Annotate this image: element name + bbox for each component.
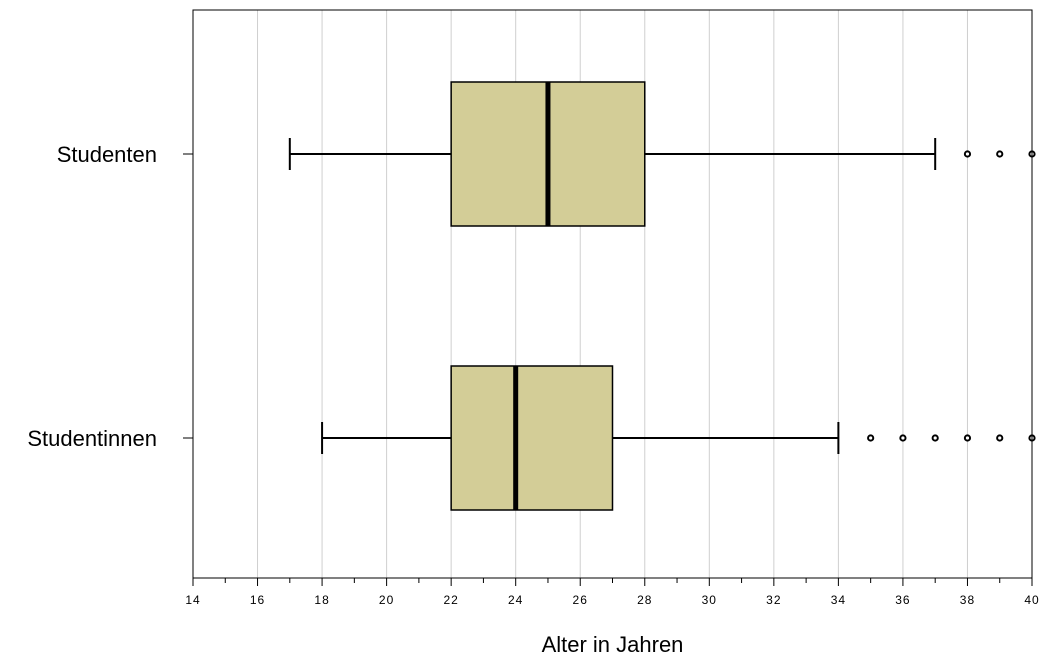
x-tick-label: 34 [831, 593, 846, 607]
x-tick-label: 16 [250, 593, 265, 607]
outlier-point [963, 434, 972, 442]
x-tick-label: 26 [573, 593, 588, 607]
outlier-point [996, 150, 1004, 158]
x-tick-label: 36 [895, 593, 910, 607]
x-tick-label: 18 [314, 593, 329, 607]
x-tick-label: 30 [702, 593, 717, 607]
category-label: Studentinnen [27, 426, 157, 451]
x-tick-label: 38 [960, 593, 975, 607]
boxplot-studentinnen [321, 365, 1036, 511]
outlier-point [867, 434, 875, 442]
outlier-point [899, 434, 907, 442]
iqr-box [450, 365, 614, 511]
x-tick-label: 20 [379, 593, 394, 607]
outlier-point [996, 434, 1004, 442]
category-label: Studenten [57, 142, 157, 167]
x-axis: 14 16 18 20 22 24 26 28 30 32 34 36 38 40 [185, 578, 1039, 607]
outlier-point [931, 434, 939, 442]
x-tick-label: 14 [185, 593, 200, 607]
boxplot-studenten [288, 81, 1036, 227]
x-axis-title: Alter in Jahren [542, 632, 684, 657]
category-axis: Studenten Studentinnen [27, 142, 193, 451]
outlier-point [963, 150, 972, 158]
x-tick-label: 22 [443, 593, 458, 607]
x-tick-label: 32 [766, 593, 781, 607]
x-tick-label: 24 [508, 593, 523, 607]
boxplots [288, 81, 1036, 511]
x-tick-label: 40 [1024, 593, 1039, 607]
x-tick-label: 28 [637, 593, 652, 607]
